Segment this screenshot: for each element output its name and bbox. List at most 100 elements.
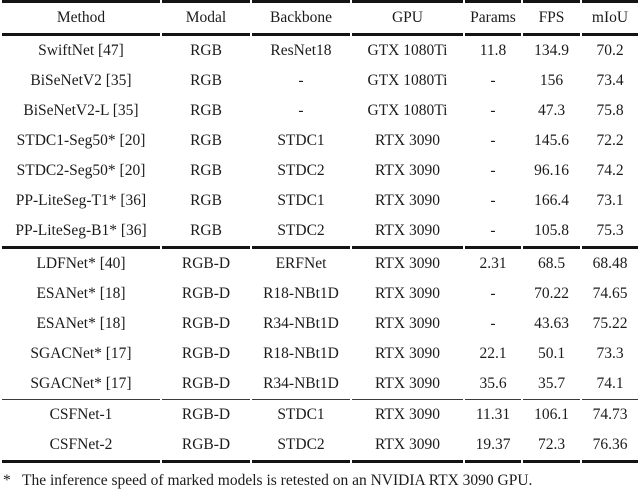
cell-params: 11.31 bbox=[475, 406, 511, 423]
footnote-text: The inference speed of marked models is … bbox=[22, 472, 533, 489]
column-header-modal: Modal bbox=[162, 0, 250, 36]
results-table-body: SwiftNet [47] RGB ResNet18 GTX 1080Ti 11.8 13… bbox=[2, 36, 638, 463]
cell-params: - bbox=[465, 216, 521, 249]
table-row: SGACNet* [17] RGB-D R18-NBt1D RTX 3090 22.1 5… bbox=[2, 339, 638, 369]
cell-fps: 106.1 bbox=[534, 406, 569, 423]
cell-params: - bbox=[490, 132, 496, 149]
cell-miou: 73.3 bbox=[596, 345, 624, 362]
cell-method: STDC1-Seg50* [20] bbox=[16, 132, 146, 149]
cell-backbone: R34-NBt1D bbox=[263, 315, 339, 332]
cell-backbone: R34-NBt1D bbox=[252, 369, 350, 400]
header-row: Method Modal Backbone GPU Params FPS mIo… bbox=[2, 0, 638, 36]
cell-method: SwiftNet [47] bbox=[38, 42, 124, 59]
cell-gpu: GTX 1080Ti bbox=[367, 42, 448, 59]
column-header-params: Params bbox=[465, 0, 521, 36]
cell-modal: RGB-D bbox=[181, 406, 231, 423]
cell-modal: RGB bbox=[190, 132, 222, 149]
table-row: PP-LiteSeg-T1* [36] RGB STDC1 RTX 3090 - 166.… bbox=[2, 186, 638, 216]
cell-backbone: R18-NBt1D bbox=[263, 285, 339, 302]
cell-modal: RGB-D bbox=[181, 345, 231, 362]
cell-method: BiSeNetV2 [35] bbox=[30, 72, 132, 89]
column-header-backbone: Backbone bbox=[252, 0, 350, 36]
cell-modal: RGB-D bbox=[181, 255, 231, 272]
table-row: BiSeNetV2-L [35] RGB - GTX 1080Ti - 47.3 75.8 bbox=[2, 96, 638, 126]
column-header-fps: FPS bbox=[523, 0, 580, 36]
cell-params: 11.8 bbox=[479, 42, 507, 59]
cell-miou: 74.2 bbox=[596, 162, 624, 179]
cell-modal: RGB-D bbox=[181, 285, 231, 302]
cell-method: SGACNet* [17] bbox=[30, 345, 132, 362]
column-header-gpu: GPU bbox=[352, 0, 463, 36]
cell-modal: RGB bbox=[190, 42, 222, 59]
cell-fps: 105.8 bbox=[523, 216, 580, 249]
cell-gpu: RTX 3090 bbox=[375, 255, 440, 272]
cell-fps: 50.1 bbox=[537, 345, 566, 362]
cell-backbone: ERFNet bbox=[275, 255, 327, 272]
table-row: STDC1-Seg50* [20] RGB STDC1 RTX 3090 - 145.6 7… bbox=[2, 126, 638, 156]
cell-fps: 43.63 bbox=[534, 315, 569, 332]
cell-method: CSFNet-2 bbox=[2, 430, 160, 463]
cell-backbone: STDC1 bbox=[277, 192, 325, 209]
cell-fps: 166.4 bbox=[534, 192, 569, 209]
cell-params: - bbox=[490, 162, 496, 179]
table-row: SwiftNet [47] RGB ResNet18 GTX 1080Ti 11.8 13… bbox=[2, 36, 638, 66]
cell-gpu: RTX 3090 bbox=[375, 132, 440, 149]
cell-modal: RGB-D bbox=[162, 369, 250, 400]
cell-method: ESANet* [18] bbox=[36, 315, 126, 332]
cell-gpu: RTX 3090 bbox=[352, 369, 463, 400]
cell-gpu: RTX 3090 bbox=[352, 216, 463, 249]
cell-params: - bbox=[490, 285, 496, 302]
cell-backbone: STDC1 bbox=[277, 132, 325, 149]
cell-miou: 76.36 bbox=[582, 430, 638, 463]
cell-backbone: ResNet18 bbox=[270, 42, 332, 59]
cell-backbone: STDC2 bbox=[252, 216, 350, 249]
cell-modal: RGB bbox=[190, 162, 222, 179]
cell-modal: RGB bbox=[190, 72, 222, 89]
cell-fps: 72.3 bbox=[523, 430, 580, 463]
cell-gpu: RTX 3090 bbox=[375, 406, 440, 423]
cell-miou: 70.2 bbox=[596, 42, 624, 59]
cell-backbone: STDC2 bbox=[277, 162, 325, 179]
cell-miou: 73.1 bbox=[596, 192, 624, 209]
cell-fps: 96.16 bbox=[534, 162, 569, 179]
table-row: SGACNet* [17] RGB-D R34-NBt1D RTX 3090 35.6 3… bbox=[2, 369, 638, 400]
cell-modal: RGB-D bbox=[162, 430, 250, 463]
cell-miou: 74.1 bbox=[582, 369, 638, 400]
cell-params: - bbox=[490, 192, 496, 209]
table-row: STDC2-Seg50* [20] RGB STDC2 RTX 3090 - 96.16 7… bbox=[2, 156, 638, 186]
table-row: PP-LiteSeg-B1* [36] RGB STDC2 RTX 3090-105.… bbox=[2, 216, 638, 249]
cell-params: - bbox=[490, 72, 496, 89]
cell-method: SGACNet* [17] bbox=[2, 369, 160, 400]
cell-gpu: GTX 1080Ti bbox=[367, 72, 448, 89]
table-row: CSFNet-2 RGB-D STDC2 RTX 3090 19.37 72.3 76.36 bbox=[2, 430, 638, 463]
table-row: LDFNet* [40] RGB-D ERFNet RTX 3090 2.31 68.5 6… bbox=[2, 249, 638, 279]
table-row: CSFNet-1 RGB-D STDC1 RTX 3090 11.31 106.1 74.7… bbox=[2, 400, 638, 430]
cell-params: 19.37 bbox=[465, 430, 521, 463]
cell-miou: 75.22 bbox=[592, 315, 628, 332]
cell-modal: RGB bbox=[190, 102, 222, 119]
table-row: BiSeNetV2 [35] RGB - GTX 1080Ti - 156 73.4 bbox=[2, 66, 638, 96]
cell-fps: 35.7 bbox=[523, 369, 580, 400]
cell-miou: 75.8 bbox=[596, 102, 624, 119]
cell-params: - bbox=[490, 102, 496, 119]
cell-fps: 68.5 bbox=[537, 255, 566, 272]
column-header-method: Method bbox=[2, 0, 160, 36]
cell-miou: 73.4 bbox=[596, 72, 624, 89]
cell-fps: 156 bbox=[539, 72, 564, 89]
cell-gpu: RTX 3090 bbox=[352, 430, 463, 463]
table-header: Method Modal Backbone GPU Params FPS mIo… bbox=[2, 0, 638, 36]
cell-backbone: R18-NBt1D bbox=[263, 345, 339, 362]
table-row: ESANet* [18] RGB-D R18-NBt1D RTX 3090 - 70.22… bbox=[2, 279, 638, 309]
cell-miou: 74.73 bbox=[592, 406, 628, 423]
cell-backbone: STDC1 bbox=[277, 406, 325, 423]
cell-method: CSFNet-1 bbox=[49, 406, 113, 423]
cell-method: BiSeNetV2-L [35] bbox=[23, 102, 139, 119]
column-header-miou: mIoU bbox=[582, 0, 638, 36]
cell-params: 22.1 bbox=[479, 345, 507, 362]
cell-method: LDFNet* [40] bbox=[36, 255, 126, 272]
cell-gpu: GTX 1080Ti bbox=[367, 102, 448, 119]
cell-fps: 134.9 bbox=[534, 42, 569, 59]
results-table: Method Modal Backbone GPU Params FPS mIo… bbox=[2, 0, 638, 463]
cell-modal: RGB-D bbox=[181, 315, 231, 332]
